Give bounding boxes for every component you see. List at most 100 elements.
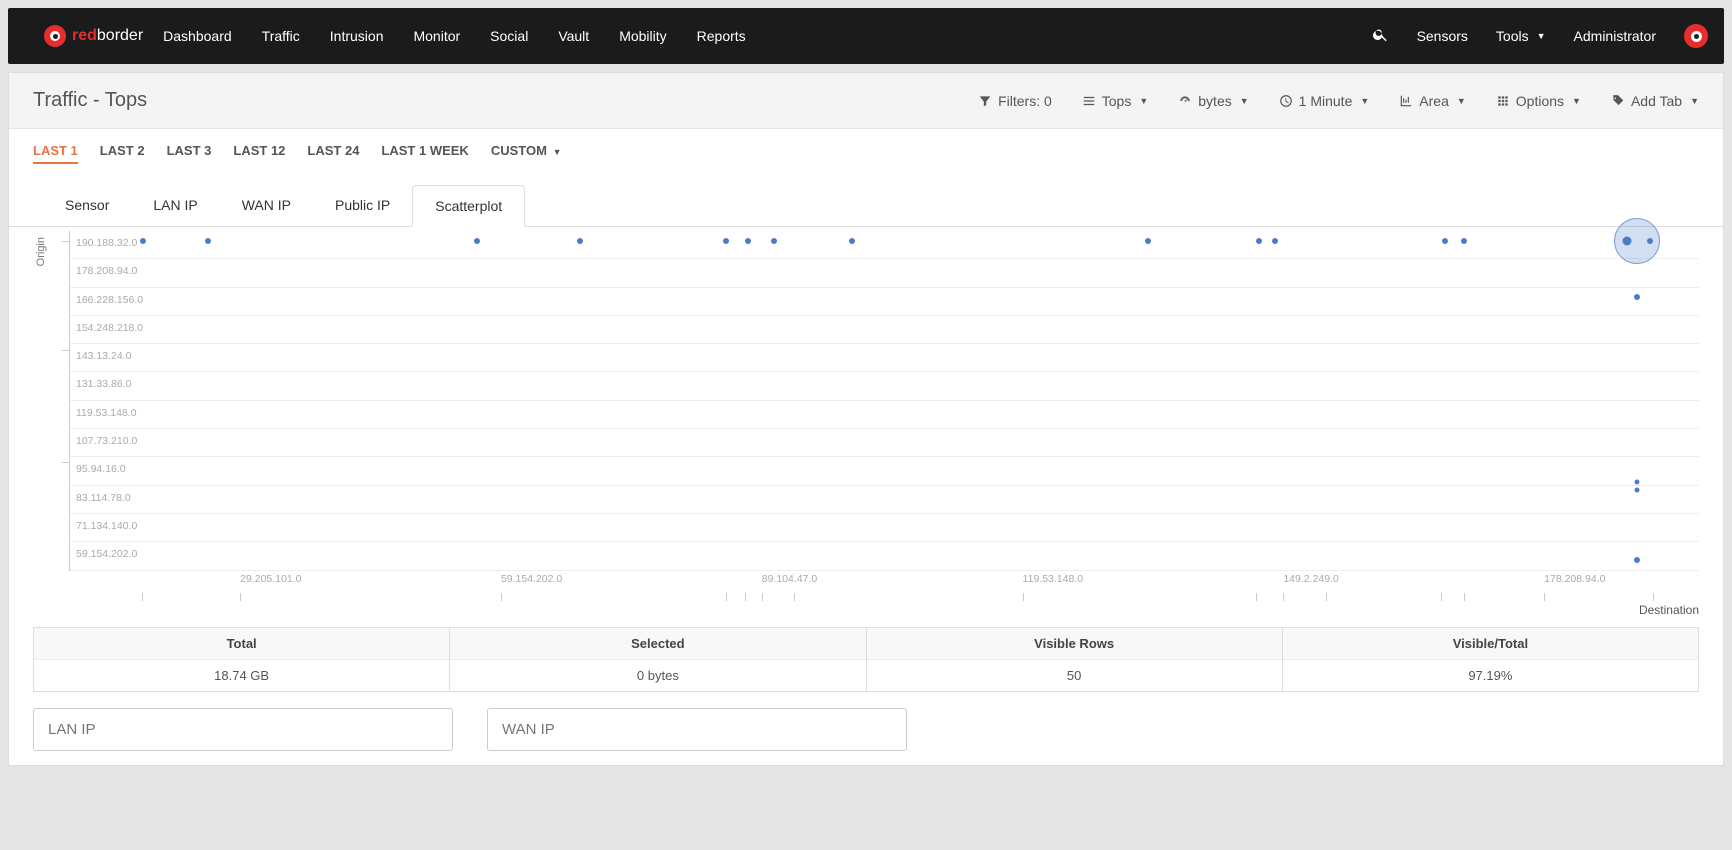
scatter-point[interactable]	[1623, 237, 1632, 246]
grid-row: 154.248.218.0	[70, 316, 1699, 344]
stat-visible-total: Visible/Total 97.19%	[1283, 628, 1698, 691]
time-last12[interactable]: LAST 12	[233, 143, 285, 164]
tab-wan-ip[interactable]: WAN IP	[220, 185, 313, 227]
stat-total-value: 18.74 GB	[34, 660, 449, 691]
chevron-down-icon: ▼	[1360, 96, 1369, 106]
stat-visible-rows: Visible Rows 50	[867, 628, 1283, 691]
tab-sensor[interactable]: Sensor	[43, 185, 131, 227]
x-minor-tick	[762, 593, 763, 601]
grid-row: 166.228.156.0	[70, 288, 1699, 316]
time-last3[interactable]: LAST 3	[167, 143, 212, 164]
x-minor-tick	[1326, 593, 1327, 601]
scatter-point[interactable]	[1635, 488, 1640, 493]
lan-ip-input[interactable]	[33, 708, 453, 751]
scatter-point[interactable]	[1461, 238, 1467, 244]
scatter-point[interactable]	[771, 238, 777, 244]
time-last1[interactable]: LAST 1	[33, 143, 78, 164]
nav-intrusion[interactable]: Intrusion	[330, 28, 384, 44]
tab-scatterplot[interactable]: Scatterplot	[412, 185, 525, 227]
tag-icon	[1611, 94, 1625, 108]
search-icon[interactable]	[1372, 26, 1389, 46]
y-tick-label: 190.188.32.0	[76, 237, 137, 249]
nav-sensors[interactable]: Sensors	[1417, 28, 1468, 44]
chevron-down-icon: ▼	[1572, 96, 1581, 106]
scatter-point[interactable]	[1634, 557, 1640, 563]
brand-badge-icon	[44, 25, 66, 47]
nav-tools[interactable]: Tools▼	[1496, 28, 1546, 44]
scatter-point[interactable]	[1256, 238, 1262, 244]
options-dropdown[interactable]: Options▼	[1496, 93, 1581, 109]
stat-total-header: Total	[34, 628, 449, 660]
grid-row: 143.13.24.0	[70, 344, 1699, 372]
clock-icon	[1279, 94, 1293, 108]
grid-row: 119.53.148.0	[70, 401, 1699, 429]
interval-dropdown[interactable]: 1 Minute▼	[1279, 93, 1370, 109]
x-minor-tick	[240, 593, 241, 601]
grid-icon	[1496, 94, 1510, 108]
x-tick-label: 119.53.148.0	[1023, 573, 1084, 585]
scatter-point[interactable]	[723, 238, 729, 244]
stat-selected-value: 0 bytes	[450, 660, 865, 691]
x-minor-tick	[1023, 593, 1024, 601]
y-tick-label: 143.13.24.0	[76, 350, 131, 362]
scatter-point[interactable]	[577, 238, 583, 244]
chevron-down-icon: ▼	[553, 147, 562, 157]
gauge-icon	[1178, 94, 1192, 108]
tab-lan-ip[interactable]: LAN IP	[131, 185, 219, 227]
x-minor-tick	[745, 593, 746, 601]
y-tick-label: 119.53.148.0	[76, 407, 137, 419]
y-tick-label: 59.154.202.0	[76, 548, 137, 560]
nav-traffic[interactable]: Traffic	[262, 28, 300, 44]
nav-dashboard[interactable]: Dashboard	[163, 28, 232, 44]
time-last24[interactable]: LAST 24	[307, 143, 359, 164]
y-tick-label: 178.208.94.0	[76, 265, 137, 277]
scatter-point[interactable]	[140, 238, 146, 244]
tab-public-ip[interactable]: Public IP	[313, 185, 412, 227]
scatter-point[interactable]	[849, 238, 855, 244]
time-last1week[interactable]: LAST 1 WEEK	[381, 143, 468, 164]
bytes-dropdown[interactable]: bytes▼	[1178, 93, 1248, 109]
nav-monitor[interactable]: Monitor	[413, 28, 460, 44]
scatter-point[interactable]	[1145, 238, 1151, 244]
scatter-point[interactable]	[474, 238, 480, 244]
wan-ip-input[interactable]	[487, 708, 907, 751]
stat-rows-value: 50	[867, 660, 1282, 691]
stats-table: Total 18.74 GB Selected 0 bytes Visible …	[33, 627, 1699, 692]
scatter-point[interactable]	[1442, 238, 1448, 244]
scatter-grid[interactable]: 190.188.32.0 178.208.94.0 166.228.156.0154…	[69, 231, 1699, 571]
scatter-point[interactable]	[745, 238, 751, 244]
nav-admin[interactable]: Administrator	[1574, 28, 1656, 44]
scatter-point[interactable]	[205, 238, 211, 244]
nav-vault[interactable]: Vault	[558, 28, 589, 44]
x-minor-tick	[794, 593, 795, 601]
avatar-icon[interactable]	[1684, 24, 1708, 48]
nav-mobility[interactable]: Mobility	[619, 28, 666, 44]
tops-dropdown[interactable]: Tops▼	[1082, 93, 1149, 109]
scatter-point[interactable]	[1635, 479, 1640, 484]
filters-button[interactable]: Filters: 0	[978, 93, 1052, 109]
x-minor-tick	[501, 593, 502, 601]
time-range-row: LAST 1 LAST 2 LAST 3 LAST 12 LAST 24 LAS…	[9, 129, 1723, 174]
chart-type-dropdown[interactable]: Area▼	[1399, 93, 1466, 109]
chevron-down-icon: ▼	[1690, 96, 1699, 106]
time-custom[interactable]: CUSTOM ▼	[491, 143, 562, 164]
nav-social[interactable]: Social	[490, 28, 528, 44]
inner-tabs: Sensor LAN IP WAN IP Public IP Scatterpl…	[9, 184, 1723, 227]
scatter-point[interactable]	[1272, 238, 1278, 244]
time-last2[interactable]: LAST 2	[100, 143, 145, 164]
highlight-circle	[1614, 218, 1660, 264]
nav-reports[interactable]: Reports	[697, 28, 746, 44]
main-card: Traffic - Tops Filters: 0 Tops▼ bytes▼ 1…	[8, 72, 1724, 766]
scatter-point[interactable]	[1647, 238, 1653, 244]
x-minor-tick	[1464, 593, 1465, 601]
brand-logo[interactable]: redborder	[44, 25, 143, 47]
grid-row: 83.114.78.0	[70, 486, 1699, 514]
scatter-point[interactable]	[1634, 294, 1640, 300]
page-title: Traffic - Tops	[33, 89, 147, 112]
ip-input-row	[9, 704, 1723, 765]
toolbar: Filters: 0 Tops▼ bytes▼ 1 Minute▼ Area▼ …	[978, 93, 1699, 109]
add-tab-button[interactable]: Add Tab▼	[1611, 93, 1699, 109]
grid-row: 178.208.94.0	[70, 259, 1699, 287]
x-minor-ticks	[69, 593, 1699, 605]
chevron-down-icon: ▼	[1457, 96, 1466, 106]
